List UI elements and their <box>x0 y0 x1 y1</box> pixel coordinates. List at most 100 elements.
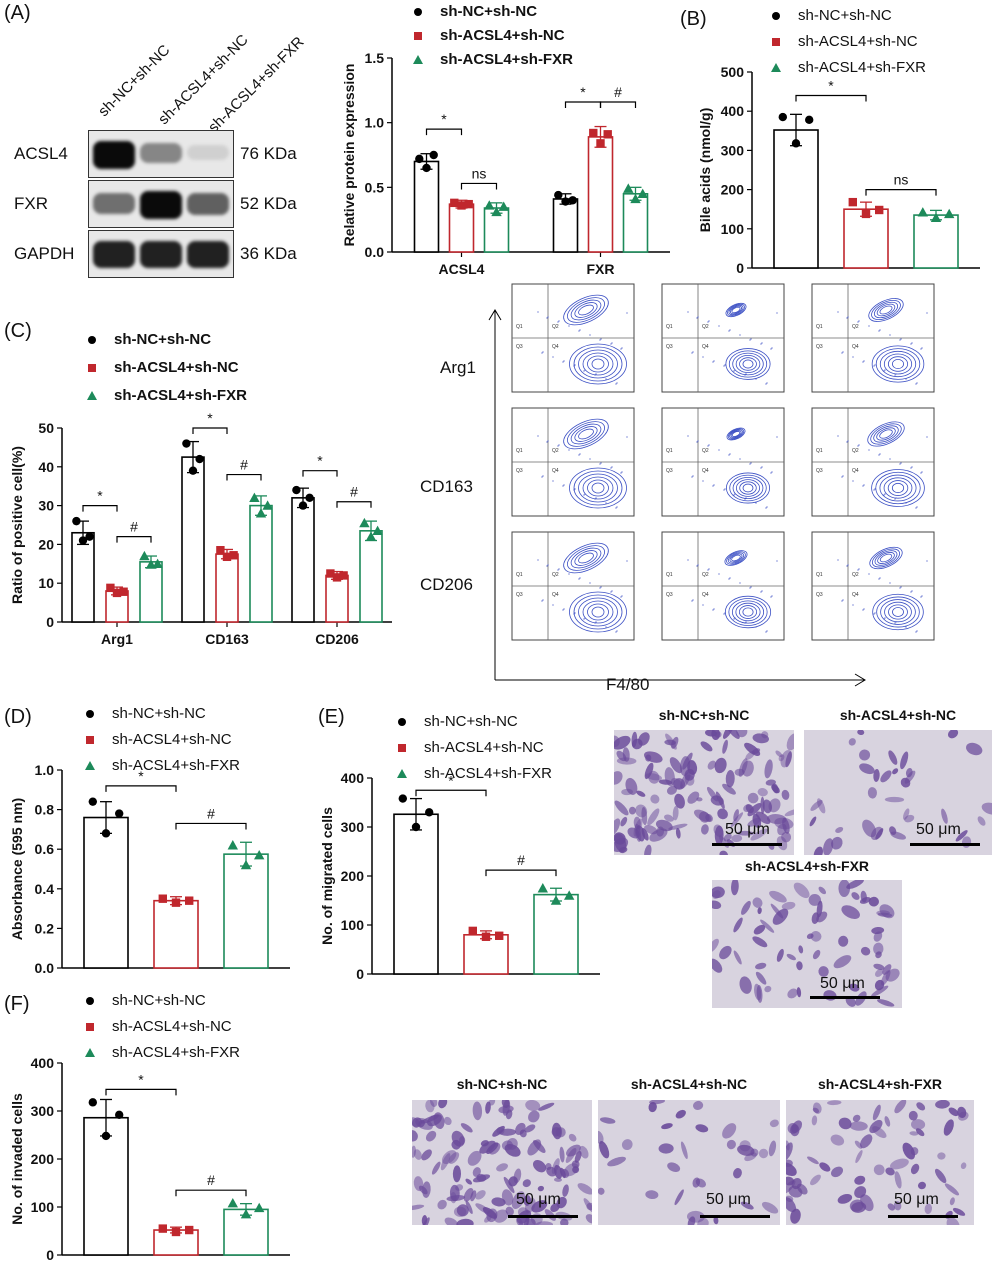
stained-cell <box>739 1140 751 1152</box>
stained-cell <box>760 796 765 814</box>
flow-contour-plot: Q1 Q2 Q3 Q4 <box>811 283 935 393</box>
bracket-line <box>336 501 372 508</box>
blot-strip <box>88 130 234 178</box>
event-dot <box>750 586 752 588</box>
stained-cell <box>873 942 884 955</box>
data-point <box>550 895 562 905</box>
data-point <box>861 209 871 219</box>
contour <box>729 553 743 563</box>
stained-cell <box>687 1216 696 1225</box>
data-point <box>227 1197 238 1208</box>
event-dot <box>729 329 731 331</box>
stained-cell <box>952 1207 966 1216</box>
stained-cell <box>726 730 740 739</box>
stained-cell <box>614 818 621 835</box>
bar <box>139 561 163 623</box>
event-dot <box>611 466 613 468</box>
stained-cell <box>645 1190 659 1200</box>
event-dot <box>837 435 839 437</box>
event-dot <box>749 339 751 341</box>
data-point <box>805 115 814 125</box>
stained-cell <box>701 824 709 835</box>
stained-cell <box>904 814 915 823</box>
event-dot <box>708 568 710 570</box>
stained-cell <box>957 1106 967 1119</box>
data-point <box>481 932 491 941</box>
data-point <box>917 207 928 217</box>
bar <box>249 504 273 623</box>
stained-cell <box>579 1145 589 1159</box>
quadrant-label: Q1 <box>516 572 523 578</box>
tick-label: 0.2 <box>35 920 55 936</box>
legend-label: sh-NC+sh-NC <box>424 713 518 730</box>
stained-cell <box>811 1115 818 1126</box>
significance-bracket: # <box>116 519 152 543</box>
stained-cell <box>712 900 722 910</box>
category-label: FXR <box>587 261 615 277</box>
legend-label: sh-ACSL4+sh-NC <box>424 739 544 756</box>
quadrant-label: Q3 <box>516 344 523 350</box>
quadrant-label: Q4 <box>552 468 559 474</box>
contour <box>566 421 606 447</box>
tick-label: 0.0 <box>365 244 385 260</box>
significance-bracket: * <box>415 772 487 797</box>
event-dot <box>558 320 560 322</box>
contour <box>574 550 598 566</box>
event-dot <box>568 449 570 451</box>
significance-label: * <box>97 488 103 504</box>
event-dot <box>915 631 917 633</box>
contour <box>725 348 771 380</box>
event-dot <box>563 360 565 362</box>
event-dot <box>691 352 693 354</box>
stained-cell <box>808 894 821 906</box>
contour <box>879 429 893 439</box>
event-dot <box>611 590 613 592</box>
stained-cell <box>750 828 768 841</box>
data-point <box>359 517 370 528</box>
stained-cell <box>872 1126 887 1139</box>
event-dot <box>915 507 917 509</box>
tick-label: 0 <box>736 260 744 276</box>
stained-cell <box>607 1156 626 1167</box>
stained-cell <box>817 798 826 814</box>
stained-cell <box>525 1100 541 1112</box>
contour <box>735 602 761 622</box>
stained-cell <box>496 1126 505 1135</box>
stained-cell <box>719 850 729 855</box>
stained-cell <box>438 1100 448 1109</box>
stained-cell <box>884 1116 891 1127</box>
event-dot <box>920 472 922 474</box>
stained-cell <box>761 1201 779 1214</box>
stained-cell <box>875 951 882 959</box>
stained-cell <box>650 794 660 804</box>
flow-cytometry-panel: Arg1 CD163 CD206 F4/80 Q1 Q2 Q3 Q4 Q1 Q2 Q3 Q4 Q… <box>410 270 1000 700</box>
blot-protein-label: FXR <box>14 194 48 213</box>
stained-cell <box>448 1152 460 1164</box>
data-point <box>944 208 955 219</box>
quadrant-label: Q1 <box>666 572 673 578</box>
stained-cell <box>791 1120 803 1134</box>
event-dot <box>584 369 586 371</box>
stained-cell <box>781 831 792 843</box>
stained-cell <box>412 1204 425 1211</box>
stained-cell <box>644 844 652 855</box>
stained-cell <box>900 777 911 788</box>
significance-label: # <box>207 1172 215 1188</box>
event-dot <box>707 321 709 323</box>
contour <box>880 599 916 625</box>
contour <box>591 482 605 494</box>
tick-label: 10 <box>38 575 54 591</box>
data-point <box>637 188 648 198</box>
stained-cell <box>730 812 744 828</box>
stained-cell <box>648 1101 657 1113</box>
data-point <box>171 1227 181 1237</box>
stained-cell <box>443 1116 452 1126</box>
event-dot <box>707 445 709 447</box>
stained-cell <box>874 968 884 977</box>
contour <box>574 302 598 318</box>
stained-cell <box>752 748 761 754</box>
event-dot <box>857 445 859 447</box>
event-dot <box>894 498 896 500</box>
event-dot <box>868 449 870 451</box>
data-point <box>78 536 88 545</box>
